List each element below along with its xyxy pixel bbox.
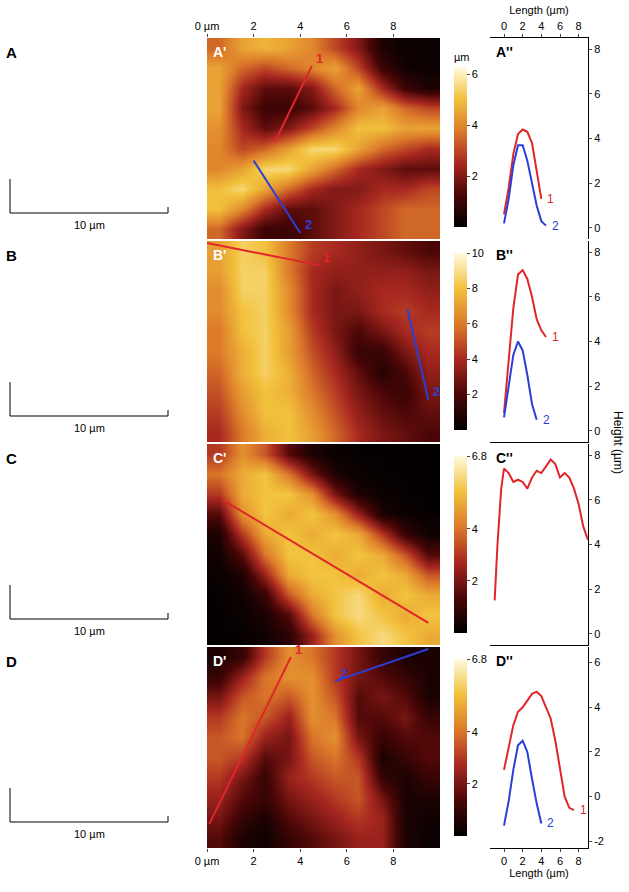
svg-text:8: 8 — [594, 449, 600, 461]
svg-text:A: A — [6, 44, 17, 61]
svg-text:6: 6 — [594, 291, 600, 303]
svg-text:10 µm: 10 µm — [74, 219, 105, 231]
svg-text:6: 6 — [344, 855, 350, 867]
svg-text:10 µm: 10 µm — [74, 422, 105, 434]
svg-text:4: 4 — [594, 132, 600, 144]
svg-text:8: 8 — [472, 282, 478, 294]
svg-text:0: 0 — [594, 628, 600, 640]
svg-text:2: 2 — [305, 217, 312, 232]
svg-text:0 µm: 0 µm — [195, 20, 220, 32]
svg-text:C': C' — [213, 450, 226, 466]
svg-text:Length (µm): Length (µm) — [509, 867, 569, 879]
svg-text:-2: -2 — [594, 835, 604, 847]
svg-text:4: 4 — [472, 353, 478, 365]
svg-text:8: 8 — [390, 20, 396, 32]
svg-text:2: 2 — [552, 219, 559, 233]
svg-text:6: 6 — [472, 318, 478, 330]
svg-text:2: 2 — [472, 170, 478, 182]
svg-text:6: 6 — [594, 88, 600, 100]
svg-text:8: 8 — [576, 20, 582, 32]
svg-text:A'': A'' — [496, 44, 513, 60]
svg-text:2: 2 — [520, 855, 526, 867]
svg-text:2: 2 — [472, 778, 478, 790]
svg-text:2: 2 — [340, 666, 347, 681]
svg-text:0: 0 — [501, 20, 507, 32]
svg-text:1: 1 — [580, 803, 587, 817]
svg-text:6: 6 — [344, 20, 350, 32]
svg-text:4: 4 — [297, 20, 303, 32]
svg-text:2: 2 — [547, 816, 554, 830]
svg-text:2: 2 — [472, 575, 478, 587]
svg-text:4: 4 — [594, 538, 600, 550]
svg-text:4: 4 — [472, 119, 478, 131]
svg-text:C: C — [6, 450, 17, 467]
svg-text:4: 4 — [538, 20, 544, 32]
svg-text:4: 4 — [594, 335, 600, 347]
svg-text:B: B — [6, 247, 17, 264]
svg-text:D: D — [6, 653, 17, 670]
svg-text:Height (µm): Height (µm) — [611, 411, 625, 474]
svg-text:4: 4 — [538, 855, 544, 867]
svg-text:10 µm: 10 µm — [74, 625, 105, 637]
svg-text:6: 6 — [557, 855, 563, 867]
svg-text:10 µm: 10 µm — [74, 828, 105, 840]
svg-text:0: 0 — [594, 222, 600, 234]
svg-text:1: 1 — [323, 250, 330, 265]
svg-text:0: 0 — [594, 425, 600, 437]
svg-text:2: 2 — [433, 384, 440, 399]
svg-text:6: 6 — [472, 68, 478, 80]
svg-text:µm: µm — [454, 51, 470, 63]
svg-text:1: 1 — [547, 192, 554, 206]
svg-text:0: 0 — [501, 855, 507, 867]
svg-text:2: 2 — [594, 380, 600, 392]
svg-text:Length (µm): Length (µm) — [509, 4, 569, 16]
svg-text:1: 1 — [316, 51, 323, 66]
svg-text:2: 2 — [594, 177, 600, 189]
svg-text:0: 0 — [594, 790, 600, 802]
svg-text:2: 2 — [251, 20, 257, 32]
svg-text:2: 2 — [520, 20, 526, 32]
svg-text:6: 6 — [557, 20, 563, 32]
svg-text:D'': D'' — [496, 653, 513, 669]
svg-text:1: 1 — [552, 330, 559, 344]
svg-text:2: 2 — [543, 413, 550, 427]
svg-text:D': D' — [213, 653, 226, 669]
svg-text:8: 8 — [576, 855, 582, 867]
svg-text:6.8: 6.8 — [472, 653, 487, 665]
svg-text:2: 2 — [594, 583, 600, 595]
svg-text:8: 8 — [390, 855, 396, 867]
svg-text:C'': C'' — [496, 450, 513, 466]
svg-text:4: 4 — [472, 726, 478, 738]
svg-text:1: 1 — [295, 642, 302, 657]
svg-text:2: 2 — [594, 746, 600, 758]
svg-text:4: 4 — [472, 523, 478, 535]
svg-text:2: 2 — [251, 855, 257, 867]
svg-text:6.8: 6.8 — [472, 450, 487, 462]
svg-text:2: 2 — [472, 388, 478, 400]
svg-text:8: 8 — [594, 246, 600, 258]
svg-text:8: 8 — [594, 43, 600, 55]
svg-text:B'': B'' — [496, 247, 513, 263]
svg-text:4: 4 — [297, 855, 303, 867]
svg-text:0 µm: 0 µm — [195, 855, 220, 867]
svg-text:10: 10 — [472, 247, 484, 259]
svg-text:A': A' — [213, 44, 226, 60]
svg-text:4: 4 — [594, 701, 600, 713]
svg-text:6: 6 — [594, 494, 600, 506]
svg-text:6: 6 — [594, 656, 600, 668]
svg-text:B': B' — [213, 247, 226, 263]
